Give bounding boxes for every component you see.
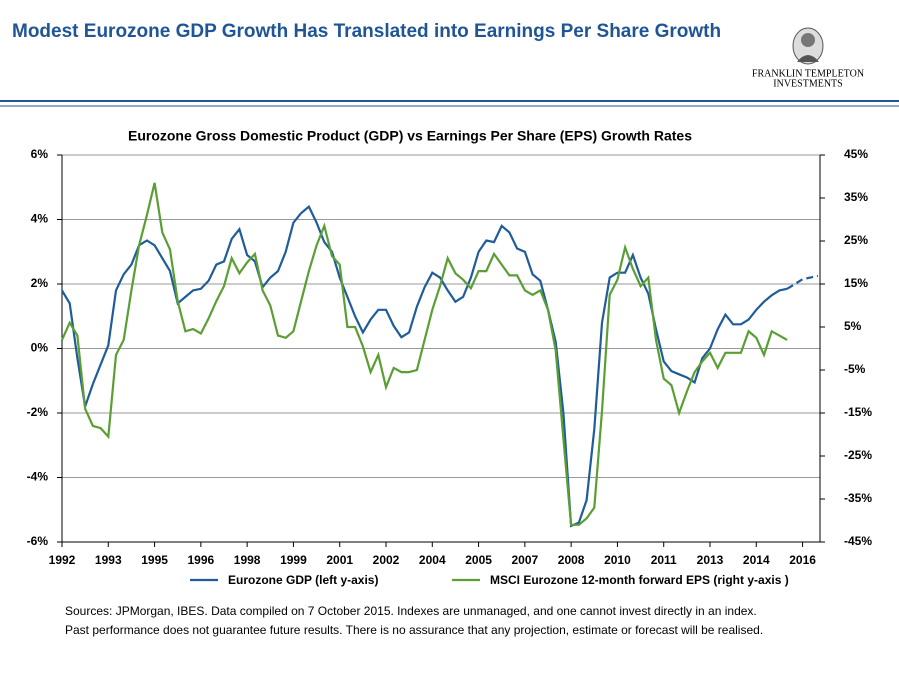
y-tick-label: -6% bbox=[27, 534, 49, 548]
y-tick-label: 6% bbox=[31, 147, 49, 161]
series-line bbox=[60, 182, 788, 526]
logo-shoulders bbox=[797, 55, 819, 62]
x-tick-label: 1999 bbox=[280, 553, 307, 567]
y2-tick-label: 35% bbox=[844, 190, 868, 204]
x-tick-label: 2004 bbox=[419, 553, 446, 567]
y2-tick-label: 45% bbox=[844, 147, 868, 161]
x-tick-label: 2008 bbox=[558, 553, 585, 567]
y2-tick-label: -35% bbox=[844, 491, 872, 505]
chart-title: Eurozone Gross Domestic Product (GDP) vs… bbox=[128, 128, 692, 144]
footnote: Past performance does not guarantee futu… bbox=[65, 623, 763, 637]
x-tick-label: 1995 bbox=[141, 553, 168, 567]
x-tick-label: 1993 bbox=[95, 553, 122, 567]
y-tick-label: 4% bbox=[31, 212, 49, 226]
x-tick-label: 2013 bbox=[697, 553, 724, 567]
series-line bbox=[786, 274, 819, 290]
x-tick-label: 2005 bbox=[465, 553, 492, 567]
y2-tick-label: -5% bbox=[844, 362, 866, 376]
logo-face bbox=[801, 33, 815, 47]
legend-label: Eurozone GDP (left y-axis) bbox=[228, 573, 378, 587]
x-tick-label: 2016 bbox=[789, 553, 816, 567]
series-line bbox=[61, 204, 788, 528]
x-tick-label: 2011 bbox=[651, 553, 677, 567]
y2-tick-label: 25% bbox=[844, 233, 868, 247]
y-tick-label: -2% bbox=[27, 405, 49, 419]
legend-label: MSCI Eurozone 12-month forward EPS (righ… bbox=[490, 573, 789, 587]
x-tick-label: 2010 bbox=[604, 553, 631, 567]
y-tick-label: 2% bbox=[31, 276, 49, 290]
y2-tick-label: 15% bbox=[844, 276, 868, 290]
y2-tick-label: -15% bbox=[844, 405, 872, 419]
slide-title: Modest Eurozone GDP Growth Has Translate… bbox=[12, 21, 721, 42]
x-tick-label: 1992 bbox=[49, 553, 76, 567]
y-tick-label: -4% bbox=[27, 470, 49, 484]
logo-text: INVESTMENTS bbox=[773, 78, 842, 89]
x-tick-label: 1996 bbox=[188, 553, 215, 567]
x-tick-label: 2002 bbox=[373, 553, 400, 567]
logo-text: FRANKLIN TEMPLETON bbox=[752, 68, 864, 79]
logo: FRANKLIN TEMPLETON INVESTMENTS bbox=[752, 27, 864, 89]
x-tick-label: 2001 bbox=[326, 553, 353, 567]
x-tick-label: 2007 bbox=[512, 553, 539, 567]
y-tick-label: 0% bbox=[31, 341, 49, 355]
footnote: Sources: JPMorgan, IBES. Data compiled o… bbox=[65, 604, 757, 618]
x-tick-label: 2014 bbox=[743, 553, 770, 567]
y2-tick-label: -25% bbox=[844, 448, 872, 462]
y2-tick-label: -45% bbox=[844, 534, 872, 548]
y2-tick-label: 5% bbox=[844, 319, 862, 333]
x-tick-label: 1998 bbox=[234, 553, 261, 567]
